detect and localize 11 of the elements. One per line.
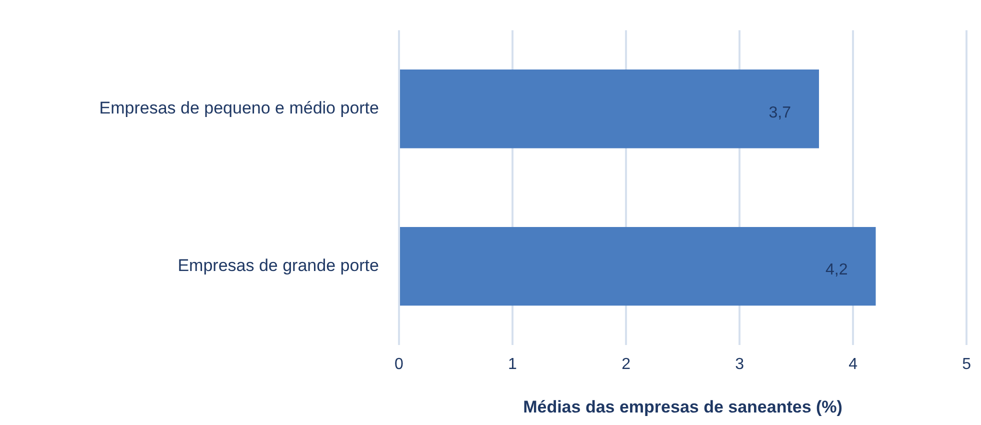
data-label: 3,7 bbox=[768, 104, 792, 122]
y-tick-label: Empresas de grande porte bbox=[178, 256, 379, 275]
x-axis-title: Médias das empresas de saneantes (%) bbox=[523, 397, 842, 416]
x-tick-label: 5 bbox=[962, 356, 972, 374]
x-tick-label: 0 bbox=[394, 356, 404, 374]
y-tick-label: Empresas de pequeno e médio porte bbox=[99, 98, 379, 118]
x-tick-label: 4 bbox=[848, 356, 858, 374]
x-tick-label: 2 bbox=[622, 356, 631, 374]
x-tick-label: 3 bbox=[735, 356, 744, 374]
x-tick-label: 1 bbox=[508, 356, 518, 374]
data-label: 4,2 bbox=[825, 262, 848, 279]
